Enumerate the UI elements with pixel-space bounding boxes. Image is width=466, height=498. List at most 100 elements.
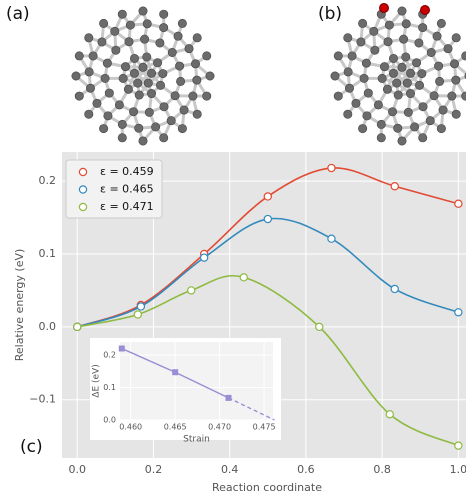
y-tick-label: 0.0	[103, 416, 116, 425]
atom	[193, 34, 201, 42]
atom	[134, 79, 142, 87]
atom	[384, 38, 392, 46]
atom	[189, 92, 197, 100]
atom	[118, 120, 126, 128]
data-point	[455, 309, 462, 316]
x-tick-label: 0.2	[145, 463, 163, 476]
atom	[105, 89, 113, 97]
legend-marker	[79, 186, 86, 193]
atom	[402, 20, 410, 28]
atom	[406, 89, 414, 97]
atom	[383, 85, 391, 93]
atom	[389, 54, 397, 62]
atom	[180, 106, 188, 114]
atom	[377, 120, 385, 128]
atom	[410, 123, 418, 131]
data-point	[391, 285, 398, 292]
legend-label: ε = 0.465	[100, 183, 154, 196]
atom	[358, 19, 366, 27]
atom	[358, 124, 366, 132]
atom	[427, 48, 435, 56]
x-tick-label: 0.0	[68, 463, 86, 476]
atom	[130, 69, 138, 77]
atom	[101, 74, 109, 82]
data-point	[201, 254, 208, 261]
atom	[415, 39, 423, 47]
panel-label: (a)	[6, 4, 30, 24]
atom	[130, 54, 138, 62]
atom	[72, 72, 80, 80]
y-tick-label: 0.1	[103, 383, 116, 392]
y-tick-label: −0.1	[29, 393, 56, 406]
atom	[344, 34, 352, 42]
atom	[99, 124, 107, 132]
x-axis-label: Reaction coordinate	[212, 481, 322, 494]
atom	[126, 21, 134, 29]
atom	[371, 46, 379, 54]
oxygen-atom	[380, 4, 389, 13]
atom	[426, 116, 434, 124]
atom	[398, 7, 406, 15]
data-point	[455, 442, 462, 449]
atom	[345, 84, 353, 92]
data-point	[455, 200, 462, 207]
atom	[444, 44, 452, 52]
atom	[450, 60, 458, 68]
x-tick-label: 0.4	[221, 463, 239, 476]
data-point	[188, 287, 195, 294]
data-point	[134, 311, 141, 318]
atom	[124, 85, 132, 93]
atom	[118, 10, 126, 18]
atom	[121, 62, 129, 70]
atom	[151, 123, 159, 131]
data-point	[391, 183, 398, 190]
atom	[129, 108, 137, 116]
data-point	[74, 323, 81, 330]
atom	[139, 137, 147, 145]
atom	[399, 35, 407, 43]
atom	[147, 69, 155, 77]
atom	[93, 99, 101, 107]
y-tick-label: 0.0	[39, 320, 57, 333]
atom	[176, 77, 184, 85]
atom	[86, 84, 94, 92]
atom	[135, 91, 143, 99]
atom	[357, 38, 365, 46]
atom	[206, 72, 214, 80]
atom	[144, 79, 152, 87]
inset-x-label: Strain	[183, 435, 210, 445]
atom	[160, 10, 168, 18]
atom	[363, 112, 371, 120]
atom	[398, 63, 406, 71]
oxygen-atom	[421, 6, 430, 15]
atom	[419, 103, 427, 111]
atom	[334, 92, 342, 100]
atom	[389, 69, 397, 77]
atom	[99, 19, 107, 27]
legend-label: ε = 0.459	[100, 165, 154, 178]
atom	[412, 59, 420, 67]
atom	[393, 79, 401, 87]
atom	[135, 124, 143, 132]
atom	[378, 74, 386, 82]
inset-point	[119, 346, 125, 352]
atom	[160, 103, 168, 111]
atom	[404, 108, 412, 116]
atom	[348, 52, 356, 60]
atom	[160, 134, 168, 142]
atom	[334, 52, 342, 60]
data-point	[328, 164, 335, 171]
atom	[380, 62, 388, 70]
data-point	[240, 274, 247, 281]
atom	[89, 52, 97, 60]
atom	[98, 38, 106, 46]
atom	[452, 110, 460, 118]
atom	[331, 72, 339, 80]
atom	[430, 92, 438, 100]
atom	[433, 32, 441, 40]
atom	[191, 60, 199, 68]
x-tick-label: 1.0	[450, 463, 466, 476]
atom	[125, 38, 133, 46]
atom	[406, 69, 414, 77]
atom	[85, 34, 93, 42]
